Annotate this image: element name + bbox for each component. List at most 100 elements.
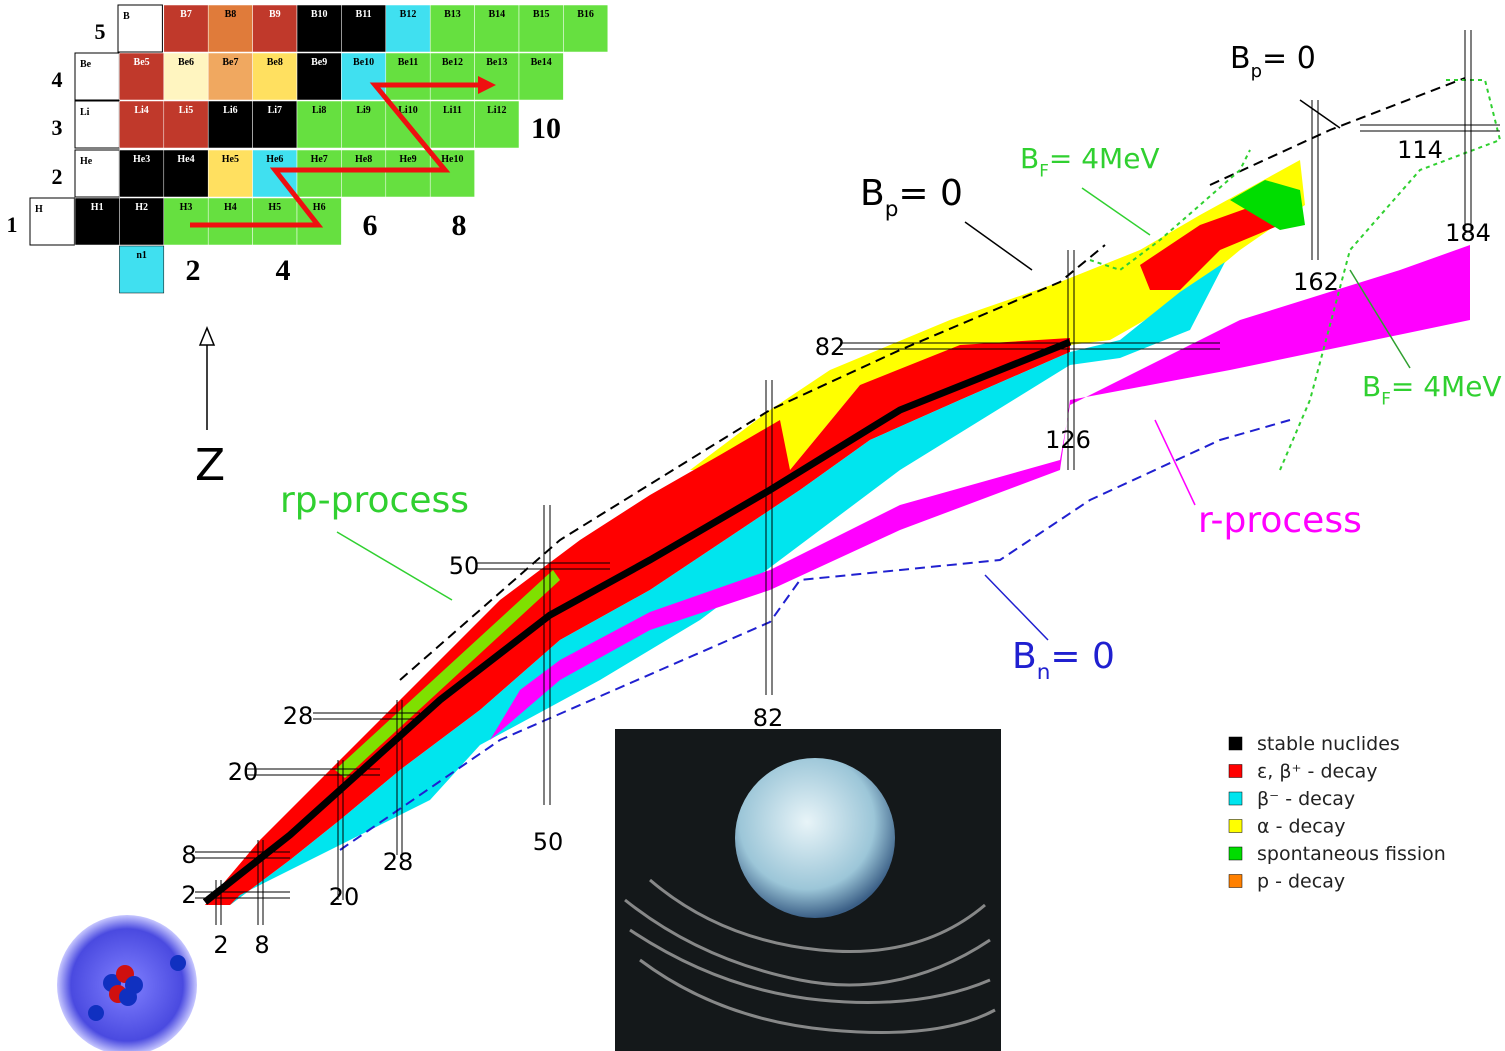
pointer — [964, 221, 1033, 271]
magic-z-label: 20 — [228, 758, 259, 786]
isotope-name: B10 — [311, 9, 328, 20]
isotope-name: He5 — [222, 154, 239, 165]
magic-n-label: 50 — [533, 828, 564, 856]
isotope-name: Be8 — [267, 57, 283, 68]
magic-lines — [195, 30, 1500, 925]
label-sub: p — [1251, 61, 1262, 82]
isotope-cell: Li9 — [341, 100, 387, 149]
magic-z-label: 2 — [181, 881, 196, 909]
label-tail: = 0 — [898, 173, 963, 214]
isotope-cell: Be5 — [119, 52, 165, 101]
isotope-cell: n1 — [119, 245, 165, 294]
pointer-lines — [198, 99, 1411, 641]
isotope-name: Be14 — [531, 57, 552, 68]
stability-line — [202, 338, 1072, 905]
isotope-name: Be5 — [134, 57, 150, 68]
bf-dotted — [1089, 149, 1251, 272]
bp-dashed — [1209, 77, 1466, 186]
isotope-name: Li8 — [312, 105, 326, 116]
isotope-cell: H2 — [119, 197, 165, 246]
cell-box — [74, 197, 120, 246]
element-cell: Be — [74, 52, 120, 101]
isotope-cell: He7 — [296, 149, 342, 198]
magic-z-label: 28 — [283, 702, 314, 730]
isotope-cell: He4 — [163, 149, 209, 198]
cell-box — [74, 100, 120, 149]
magic-n-label: 184 — [1445, 219, 1491, 247]
isotope-name: Be13 — [486, 57, 507, 68]
cell-box — [429, 52, 475, 101]
nucleus — [88, 955, 186, 1021]
r-process-path — [490, 245, 1470, 740]
label-tail: = 0 — [1050, 636, 1115, 677]
isotope-cell: B11 — [341, 4, 387, 53]
label-sub: F — [1039, 160, 1049, 180]
legend: stable nuclides ε, β⁺ - decay β⁻ - decay α … — [1228, 733, 1446, 893]
bf-dotted — [1279, 79, 1502, 471]
drip-path — [190, 82, 480, 228]
isotope-cell: Li5 — [163, 100, 209, 149]
isotope-cell: H3 — [163, 197, 209, 246]
legend-label: β⁻ - decay — [1257, 788, 1355, 810]
isotope-name: He7 — [311, 154, 328, 165]
z-label: 1 — [7, 212, 18, 237]
magic-z-label: 50 — [449, 552, 480, 580]
magic-n-label: 8 — [254, 931, 269, 959]
isotope-name: B12 — [400, 9, 417, 20]
magic-n-label: 162 — [1293, 268, 1339, 296]
isotope-cell: B7 — [163, 4, 209, 53]
isotope-name: n1 — [136, 250, 147, 261]
isotope-name: Li7 — [268, 105, 282, 116]
boundary-label: BF= 4MeV — [1020, 142, 1160, 180]
cell-box — [296, 100, 342, 149]
cell-box — [252, 100, 298, 149]
boundary-label: BF= 4MeV — [1362, 370, 1502, 408]
magic-z-label: 8 — [181, 841, 196, 869]
z-label: 4 — [52, 67, 63, 92]
pointer — [984, 574, 1049, 641]
isotope-name: Be9 — [311, 57, 327, 68]
label-tail: = 4MeV — [1391, 370, 1502, 403]
pointer — [1081, 187, 1151, 236]
magic-z-label: 114 — [1397, 136, 1443, 164]
element-symbol: B — [123, 11, 130, 22]
label-sub: F — [1381, 388, 1391, 408]
process-label: r-process — [1198, 500, 1362, 541]
nuclide-band — [202, 160, 1470, 905]
element-symbol: Li — [80, 107, 90, 118]
cell-box — [518, 52, 564, 101]
inset-arrows — [190, 76, 496, 228]
isotope-cell: Be13 — [474, 52, 520, 101]
label-tail: = 0 — [1262, 41, 1316, 76]
isotope-name: B8 — [225, 9, 237, 20]
proton-rich-region — [1140, 200, 1280, 290]
n-label: 10 — [531, 112, 561, 145]
legend-swatch — [1228, 846, 1243, 861]
cell-box — [385, 149, 431, 198]
isotope-name: Be7 — [222, 57, 238, 68]
cell-box — [341, 100, 387, 149]
isotope-name: Li12 — [487, 105, 506, 116]
legend-label: ε, β⁺ - decay — [1257, 761, 1378, 783]
label-main: B — [1012, 636, 1037, 677]
isotope-name: He6 — [266, 154, 283, 165]
magic-n-label: 82 — [753, 704, 784, 732]
isotope-cell: B12 — [385, 4, 431, 53]
legend-swatch — [1228, 819, 1243, 833]
cell-box — [207, 149, 253, 198]
pointer — [1299, 99, 1341, 129]
isotope-name: Li4 — [134, 105, 148, 116]
cell-box — [429, 100, 475, 149]
cell-box — [207, 197, 253, 246]
isotope-cell: B13 — [429, 4, 475, 53]
isotope-cell: B15 — [518, 4, 564, 53]
isotope-name: Be11 — [398, 57, 419, 68]
isotope-name: H3 — [180, 202, 193, 213]
isotope-name: H4 — [224, 202, 237, 213]
n-label: 8 — [452, 209, 467, 242]
isotope-name: Be6 — [178, 57, 194, 68]
cell-box — [474, 52, 520, 101]
